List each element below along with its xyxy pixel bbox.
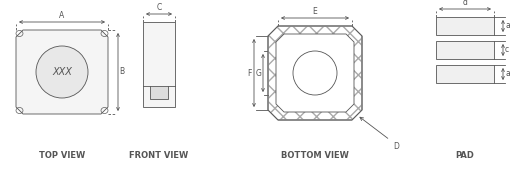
Text: D: D [393, 142, 399, 151]
Text: G: G [256, 69, 262, 78]
Text: c: c [505, 46, 509, 55]
Bar [143, 22, 175, 107]
Text: PAD: PAD [455, 151, 475, 160]
Bar [436, 17, 494, 35]
Circle shape [293, 51, 337, 95]
Bar [150, 86, 168, 99]
Text: FRONT VIEW: FRONT VIEW [129, 151, 189, 160]
Bar [436, 41, 494, 59]
Text: TOP VIEW: TOP VIEW [39, 151, 85, 160]
Text: d: d [463, 0, 467, 7]
Text: a: a [505, 70, 510, 79]
Polygon shape [268, 26, 362, 120]
Text: BOTTOM VIEW: BOTTOM VIEW [281, 151, 349, 160]
Text: B: B [119, 67, 125, 76]
Circle shape [36, 46, 88, 98]
Bar [436, 65, 494, 83]
Text: E: E [313, 7, 317, 16]
Polygon shape [16, 30, 108, 114]
Text: C: C [156, 3, 162, 12]
Text: a: a [505, 21, 510, 30]
Polygon shape [276, 34, 354, 112]
Text: F: F [247, 69, 252, 78]
Text: XXX: XXX [52, 67, 72, 77]
Text: A: A [59, 11, 65, 20]
